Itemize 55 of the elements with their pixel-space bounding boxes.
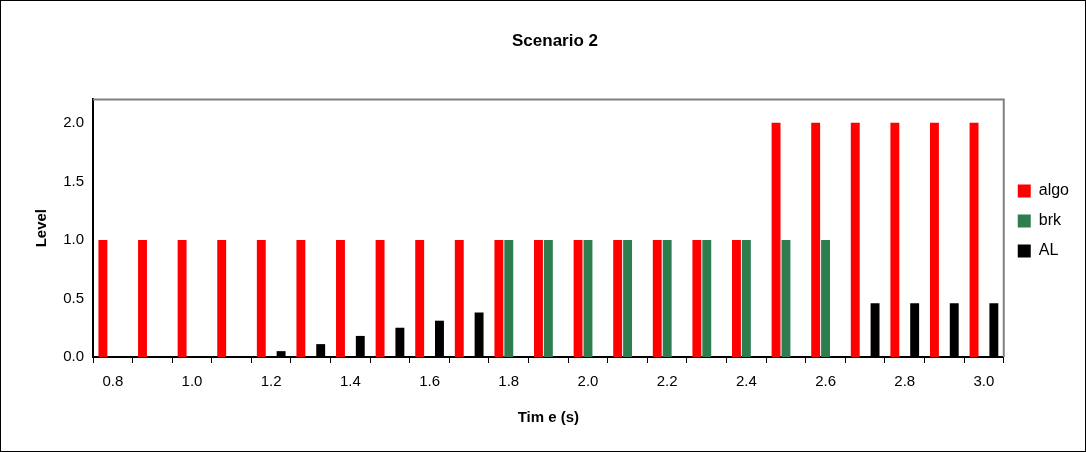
bar (811, 122, 821, 357)
bar (375, 239, 385, 357)
bar (930, 122, 939, 357)
x-tick-label: 2.2 (656, 372, 678, 390)
bar (583, 239, 593, 357)
bar (741, 239, 751, 357)
bar (256, 239, 266, 357)
x-axis-title: Tim e (s) (517, 408, 580, 426)
bar (504, 239, 514, 357)
bar (692, 239, 702, 357)
bar (217, 239, 227, 357)
bar (652, 239, 662, 357)
bar (573, 239, 583, 357)
bar (850, 122, 860, 357)
y-tick-label: 0.5 (63, 288, 84, 306)
y-tick-label: 1.0 (63, 230, 84, 248)
bar (781, 239, 791, 357)
legend-label: AL (1038, 241, 1059, 259)
x-tick-label: 2.4 (735, 372, 757, 390)
x-tick-label: 2.8 (894, 372, 916, 390)
y-tick-label: 2.0 (63, 112, 84, 130)
bar (494, 239, 504, 357)
x-tick-label: 1.2 (260, 372, 282, 390)
bar (534, 239, 543, 357)
bar (613, 239, 623, 357)
bar (662, 239, 672, 357)
bar (296, 239, 306, 357)
x-tick-label: 1.4 (339, 372, 361, 390)
x-tick-label: 1.0 (181, 372, 203, 390)
bar (138, 239, 147, 357)
legend-label: brk (1038, 211, 1062, 229)
bar (415, 239, 425, 357)
x-tick-label: 2.6 (815, 372, 836, 390)
x-tick-label: 1.8 (498, 372, 520, 390)
bar (969, 122, 979, 357)
chart-title: Scenario 2 (512, 30, 598, 50)
legend-label: algo (1038, 181, 1070, 199)
bar (543, 239, 553, 357)
bar (454, 239, 464, 357)
bar (821, 239, 831, 357)
x-tick-label: 2.0 (577, 372, 599, 390)
x-tick-label: 3.0 (973, 372, 995, 390)
x-tick-label: 1.6 (419, 372, 441, 390)
y-axis-title: Level (32, 209, 50, 248)
bar (732, 239, 741, 357)
x-tick-label: 0.8 (102, 372, 124, 390)
bar (336, 239, 345, 357)
bar (702, 239, 712, 357)
bar (890, 122, 900, 357)
bar (623, 239, 633, 357)
bar (771, 122, 781, 357)
y-tick-label: 0.0 (63, 347, 84, 365)
bar (98, 239, 108, 357)
y-tick-label: 1.5 (63, 171, 84, 189)
bar (177, 239, 187, 357)
